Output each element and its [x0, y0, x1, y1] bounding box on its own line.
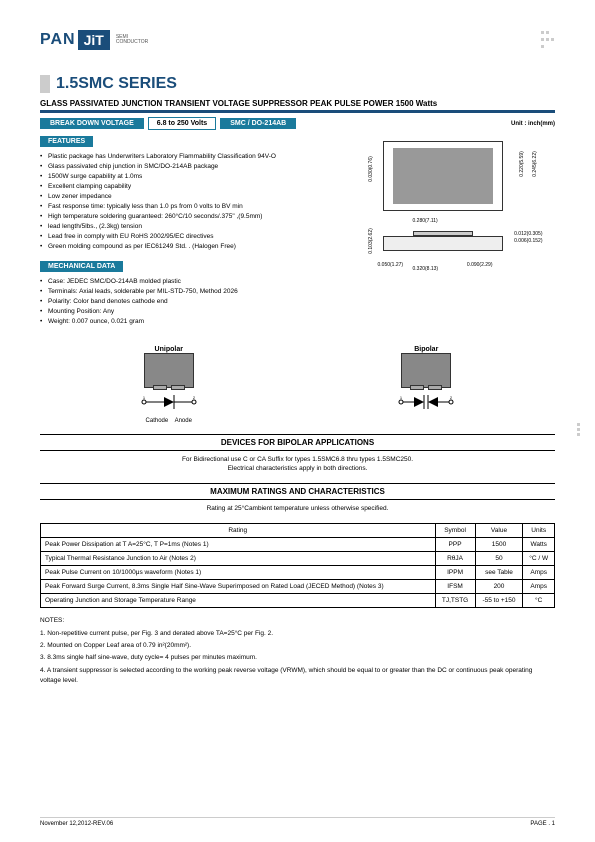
footer-page: PAGE . 1 [530, 821, 555, 827]
footer: November 12,2012-REV.06 PAGE . 1 [40, 817, 555, 827]
svg-text:1: 1 [400, 395, 403, 400]
logo: PAN JiT SEMI CONDUCTOR [40, 30, 555, 50]
note-item: 3. 8.3ms single half sine-wave, duty cyc… [40, 653, 555, 663]
spec-row: BREAK DOWN VOLTAGE 6.8 to 250 Volts SMC … [40, 117, 555, 130]
feature-item: Glass passivated chip junction in SMC/DO… [40, 161, 320, 171]
table-row: Peak Forward Surge Current, 8.3ms Single… [41, 580, 555, 594]
bipolar-symbol: Bipolar 1 2 [396, 346, 456, 424]
package-diagram-top: 0.030(0.76) 0.280(7.11) 0.245(6.22) 0.22… [330, 136, 555, 216]
unipolar-symbol: Unipolar 1 2 Cathode Anode [139, 346, 199, 424]
table-row: Peak Pulse Current on 10/1000μs waveform… [41, 566, 555, 580]
feature-item: Green molding compound as per IEC61249 S… [40, 241, 320, 251]
feature-item: 1500W surge capability at 1.0ms [40, 171, 320, 181]
series-title: 1.5SMC SERIES [40, 75, 555, 93]
svg-text:2: 2 [450, 395, 453, 400]
side-dots [577, 421, 580, 438]
feature-item: Low zener impedance [40, 191, 320, 201]
features-list: Plastic package has Underwriters Laborat… [40, 151, 320, 251]
unit-label: Unit : inch(mm) [511, 121, 555, 127]
note-item: 1. Non-repetitive current pulse, per Fig… [40, 629, 555, 639]
svg-text:1: 1 [143, 395, 146, 400]
mechanical-item: Polarity: Color band denotes cathode end [40, 296, 320, 306]
note-item: 4. A transient suppressor is selected ac… [40, 666, 555, 687]
bdv-value: 6.8 to 250 Volts [148, 117, 216, 130]
logo-pan: PAN [40, 31, 76, 49]
features-header: FEATURES [40, 136, 93, 147]
svg-text:2: 2 [193, 395, 196, 400]
mechanical-item: Case: JEDEC SMC/DO-214AB molded plastic [40, 276, 320, 286]
logo-jit: JiT [78, 30, 110, 50]
mechanical-header: MECHANICAL DATA [40, 261, 123, 272]
feature-item: Fast response time: typically less than … [40, 201, 320, 211]
bdv-label: BREAK DOWN VOLTAGE [40, 118, 144, 129]
table-row: Peak Power Dissipation at T A=25°C, T P=… [41, 538, 555, 552]
feature-item: High temperature soldering guaranteed: 2… [40, 211, 320, 221]
mechanical-list: Case: JEDEC SMC/DO-214AB molded plasticT… [40, 276, 320, 326]
feature-item: Excellent clamping capability [40, 181, 320, 191]
note-item: 2. Mounted on Copper Leaf area of 0.79 i… [40, 641, 555, 651]
table-row: Typical Thermal Resistance Junction to A… [41, 552, 555, 566]
table-header: Rating [41, 524, 436, 538]
subtitle: GLASS PASSIVATED JUNCTION TRANSIENT VOLT… [40, 99, 555, 113]
bipolar-header: DEVICES FOR BIPOLAR APPLICATIONS [40, 434, 555, 451]
bipolar-text: For Bidirectional use C or CA Suffix for… [40, 455, 555, 473]
corner-dots [540, 30, 555, 51]
table-header: Units [523, 524, 555, 538]
table-header: Value [475, 524, 523, 538]
feature-item: lead length/5lbs., (2.3kg) tension [40, 221, 320, 231]
mechanical-item: Mounting Position: Any [40, 306, 320, 316]
notes: NOTES: 1. Non-repetitive current pulse, … [40, 616, 555, 686]
table-row: Operating Junction and Storage Temperatu… [41, 594, 555, 608]
feature-item: Lead free in comply with EU RoHS 2002/95… [40, 231, 320, 241]
package-diagram-side: 0.012(0.305) 0.006(0.152) 0.103(2.62) 0.… [330, 226, 555, 266]
ratings-table: RatingSymbolValueUnits Peak Power Dissip… [40, 523, 555, 608]
unipolar-circuit-icon: 1 2 [139, 392, 199, 412]
pkg-label: SMC / DO-214AB [220, 118, 296, 129]
symbol-row: Unipolar 1 2 Cathode Anode Bipolar 1 2 [40, 346, 555, 424]
ratings-sub: Rating at 25°Cambient temperature unless… [40, 504, 555, 513]
logo-sub: SEMI CONDUCTOR [116, 35, 148, 46]
footer-date: November 12,2012-REV.06 [40, 821, 113, 827]
mechanical-item: Terminals: Axial leads, solderable per M… [40, 286, 320, 296]
ratings-header: MAXIMUM RATINGS AND CHARACTERISTICS [40, 483, 555, 500]
bipolar-circuit-icon: 1 2 [396, 392, 456, 412]
mechanical-item: Weight: 0.007 ounce, 0.021 gram [40, 316, 320, 326]
table-header: Symbol [435, 524, 475, 538]
feature-item: Plastic package has Underwriters Laborat… [40, 151, 320, 161]
